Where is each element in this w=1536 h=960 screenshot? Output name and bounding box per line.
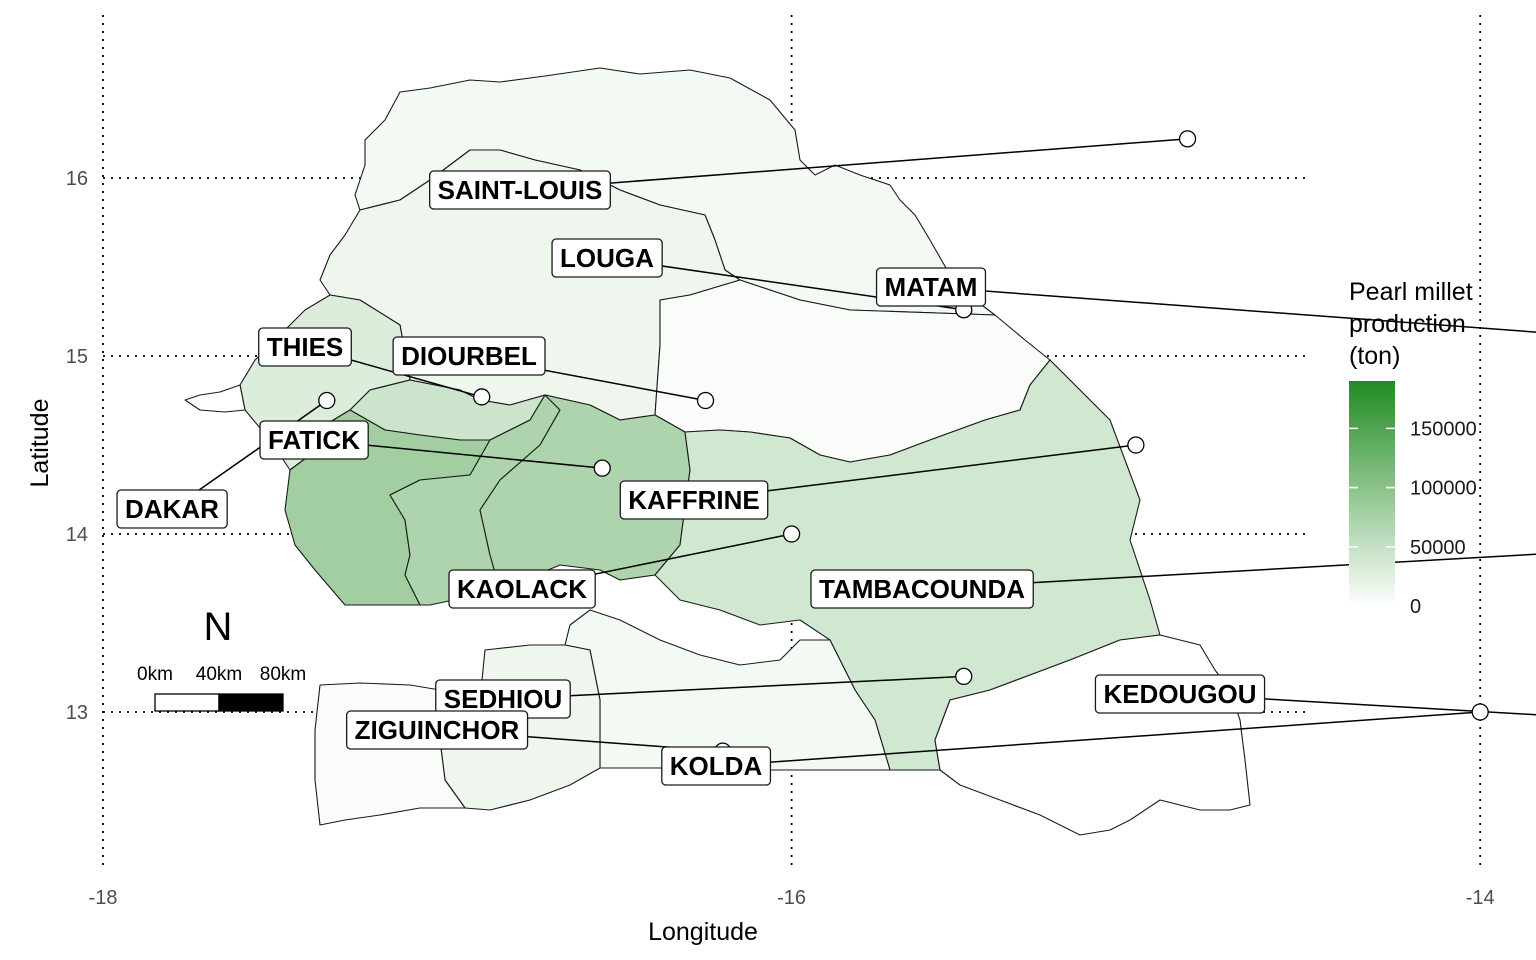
region-label-kaolack: KAOLACK	[448, 525, 801, 609]
label-box	[429, 170, 611, 210]
region-point	[318, 391, 336, 410]
region-name: ZIGUINCHOR	[355, 715, 520, 745]
region-name: FATICK	[268, 425, 360, 455]
label-box	[619, 480, 769, 520]
region-name: KAOLACK	[457, 574, 587, 604]
region-label-matam: MATAM	[875, 267, 1536, 333]
label-box	[1094, 674, 1266, 714]
legend-colorbar	[1349, 381, 1395, 606]
region-dakar	[184, 384, 246, 413]
label-box	[448, 569, 596, 609]
region-name: KEDOUGOU	[1103, 679, 1256, 709]
label-box	[346, 710, 529, 750]
region-name: DAKAR	[125, 494, 219, 524]
leader-line	[502, 675, 964, 700]
label-box	[551, 238, 663, 278]
label-box	[116, 489, 228, 529]
legend-title-line-3: (ton)	[1349, 342, 1400, 370]
region-point	[593, 459, 611, 477]
region-label-kaffrine: KAFFRINE	[619, 436, 1145, 520]
north-arrow: N	[204, 605, 233, 649]
region-point	[955, 667, 973, 686]
leader-line	[715, 711, 1481, 767]
region-name: KAFFRINE	[628, 485, 759, 515]
region-name: LOUGA	[560, 243, 654, 273]
region-label-tambacounda: TAMBACOUNDA	[810, 553, 1536, 609]
y-tick-label: 13	[66, 702, 88, 724]
legend-tick-label: 100000	[1410, 478, 1477, 500]
region-point	[1127, 436, 1145, 454]
north-arrow-stroke	[210, 613, 226, 639]
region-label-fatick: FATICK	[259, 420, 611, 477]
leader-line	[921, 553, 1536, 590]
legend-title-line-1: Pearl millet	[1349, 278, 1473, 306]
x-axis-title: Longitude	[648, 918, 758, 946]
leader-line	[1179, 693, 1536, 716]
region-name: KOLDA	[670, 751, 763, 781]
legend-ticks: 0 50000 100000 150000	[1349, 418, 1477, 618]
region-label-kedougou: KEDOUGOU	[1094, 674, 1536, 716]
y-tick-label: 16	[66, 168, 88, 190]
x-tick-label: -18	[89, 887, 118, 909]
scale-bar: 0km 40km 80km	[137, 664, 306, 712]
y-tick-label: 15	[66, 346, 88, 368]
legend-tick-label: 50000	[1410, 537, 1466, 559]
region-point	[782, 525, 801, 543]
scale-label-80: 80km	[260, 664, 306, 685]
scale-label-0: 0km	[137, 664, 173, 685]
region-name: THIES	[267, 332, 344, 362]
label-box	[810, 569, 1034, 609]
region-name: SAINT-LOUIS	[438, 175, 603, 205]
region-kaffrine	[479, 394, 691, 591]
legend-tick-label: 150000	[1410, 418, 1477, 440]
region-name: MATAM	[885, 272, 978, 302]
axes: -18-16-14-1213141516	[66, 168, 1495, 909]
label-box	[875, 267, 987, 307]
label-box	[259, 420, 369, 460]
region-label-saint-louis: SAINT-LOUIS	[429, 130, 1197, 210]
region-label-thies: THIES	[258, 327, 491, 406]
region-label-louga: LOUGA	[551, 238, 973, 319]
label-box	[392, 336, 546, 376]
region-point	[696, 391, 715, 410]
legend: Pearl millet production (ton) 0 50000 1000…	[1349, 278, 1477, 618]
label-box	[258, 327, 352, 367]
region-label-dakar: DAKAR	[116, 391, 336, 529]
region-point	[473, 388, 491, 406]
x-tick-label: -14	[1466, 887, 1495, 909]
leader-line	[519, 138, 1188, 191]
y-axis-title: Latitude	[26, 399, 54, 488]
labels-layer: SAINT-LOUIS LOUGA MATAM THIES DIOURBEL DAKAR F…	[116, 130, 1536, 786]
region-label-kolda: KOLDA	[661, 703, 1489, 786]
region-label-ziguinchor: ZIGUINCHOR	[346, 710, 732, 760]
legend-title-line-2: production	[1349, 310, 1466, 338]
scale-segment-black	[218, 693, 284, 712]
region-name: DIOURBEL	[401, 341, 537, 371]
scale-label-40: 40km	[196, 664, 242, 685]
scale-segment-white	[154, 693, 220, 712]
x-tick-label: -16	[777, 887, 806, 909]
leader-line	[930, 286, 1536, 333]
y-tick-label: 14	[66, 524, 88, 546]
region-name: SEDHIOU	[444, 684, 562, 714]
legend-tick-label: 0	[1410, 596, 1421, 618]
region-name: TAMBACOUNDA	[819, 574, 1025, 604]
region-label-sedhiou: SEDHIOU	[435, 667, 973, 719]
region-point	[1471, 703, 1489, 721]
label-box	[661, 746, 772, 786]
region-label-diourbel: DIOURBEL	[392, 336, 715, 410]
region-point	[1178, 130, 1197, 148]
